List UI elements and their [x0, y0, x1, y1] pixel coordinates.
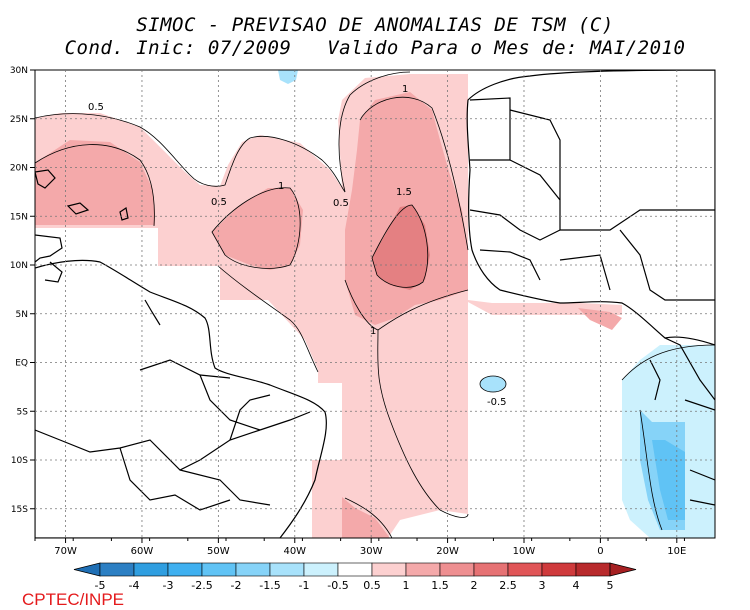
anomaly-region-1 [35, 140, 155, 225]
colorbar-label: 3 [539, 579, 546, 592]
lon-tick-label: 0 [597, 546, 603, 557]
lon-tick-label: 50W [207, 546, 230, 557]
caribbean-islands [35, 169, 56, 189]
colorbar-segment [201, 562, 237, 577]
lon-tick-label: 10W [513, 546, 536, 557]
colorbar-label: -2 [231, 579, 242, 592]
contour-label: 1.5 [396, 187, 412, 198]
colorbar-segment [133, 562, 169, 577]
map-subtitle: Cond. Inic: 07/2009 Valido Para o Mes de… [64, 37, 686, 59]
lon-tick-label: 30W [360, 546, 383, 557]
colorbar-segment [167, 562, 203, 577]
colorbar-segment [269, 562, 305, 577]
map-title: SIMOC - PREVISAO DE ANOMALIAS DE TSM (C) [136, 14, 614, 36]
anomaly-field [35, 70, 715, 538]
lat-tick-label: 30N [10, 66, 28, 76]
axis-ticks [30, 69, 685, 543]
axis-labels: 70W 60W 50W 40W 30W 20W 10W 0 10E30N25N20N15N10N… [10, 66, 687, 557]
contour-label: 0.5 [88, 102, 104, 113]
lon-tick-label: 70W [54, 546, 77, 557]
colorbar-segment [405, 562, 441, 577]
lat-tick-label: 15N [10, 212, 28, 222]
colorbar-segment [507, 562, 543, 577]
colorbar-segment [337, 562, 373, 577]
credit-text: CPTEC/INPE [22, 590, 125, 609]
colorbar-label: -1 [299, 579, 310, 592]
africa [466, 70, 715, 346]
lat-tick-label: 5S [17, 407, 29, 417]
colorbar-label: 5 [607, 579, 614, 592]
contour-label: 0.5 [333, 198, 349, 209]
colorbar-label: -1.5 [259, 579, 280, 592]
lon-tick-label: 10E [667, 546, 686, 557]
contour-labels: 0.5 0.5 0.5 1 1 1 1.5 -0.5 [88, 84, 507, 408]
colorbar-label: -4 [129, 579, 140, 592]
colorbar-segment [473, 562, 509, 577]
lat-tick-label: 20N [10, 164, 28, 174]
contour-lines [35, 71, 715, 538]
colorbar-label: -0.5 [327, 579, 348, 592]
colorbar-right-arrow [609, 562, 637, 577]
colorbar-label: -5 [95, 579, 106, 592]
lat-tick-label: 15S [11, 505, 28, 515]
contour-label: -0.5 [487, 397, 507, 408]
map-frame [34, 69, 716, 539]
colorbar-segment [99, 562, 135, 577]
contour-label: 0.5 [211, 197, 227, 208]
colorbar-label: -3 [163, 579, 174, 592]
color-scale-bar: -5 -4 -3 -2.5 -2 -1.5 -1 -0.5 0.5 1 1.5 2 2.5 3 4 5 [73, 562, 637, 592]
contour-label: 1 [278, 181, 284, 192]
colorbar-segment [575, 562, 611, 577]
colorbar-label: 0.5 [363, 579, 381, 592]
lat-tick-label: 5N [16, 310, 28, 320]
colorbar-segment [303, 562, 339, 577]
lon-tick-label: 40W [283, 546, 306, 557]
lat-tick-label: 10S [11, 456, 28, 466]
contour-label: 1 [370, 326, 376, 337]
colorbar-segment [235, 562, 271, 577]
colorbar-segment [541, 562, 577, 577]
lat-tick-label: EQ [15, 359, 28, 369]
anomaly-region-1b [212, 188, 303, 270]
colorbar-label: 4 [573, 579, 580, 592]
colorbar-label: -2.5 [191, 579, 212, 592]
anomaly-region-1d [342, 497, 390, 538]
coastlines [35, 70, 715, 538]
colorbar-label: 2.5 [499, 579, 517, 592]
lat-tick-label: 10N [10, 261, 28, 271]
lon-tick-label: 20W [436, 546, 459, 557]
anomaly-region-neg-atl [480, 376, 506, 392]
colorbar-left-arrow [73, 562, 101, 577]
graticule [35, 70, 715, 538]
colorbar-segment [439, 562, 475, 577]
anomaly-region-0.5 [35, 74, 622, 538]
colorbar-label: 2 [471, 579, 478, 592]
colorbar-label: 1.5 [431, 579, 449, 592]
colorbar-label: 1 [403, 579, 410, 592]
south-america [35, 259, 327, 538]
anomaly-region-neg-north [278, 70, 298, 84]
contour-label: 1 [402, 84, 408, 95]
anomaly-region-1.5 [372, 205, 430, 290]
colorbar-segment [371, 562, 407, 577]
lon-tick-label: 60W [131, 546, 154, 557]
lat-tick-label: 25N [10, 115, 28, 125]
